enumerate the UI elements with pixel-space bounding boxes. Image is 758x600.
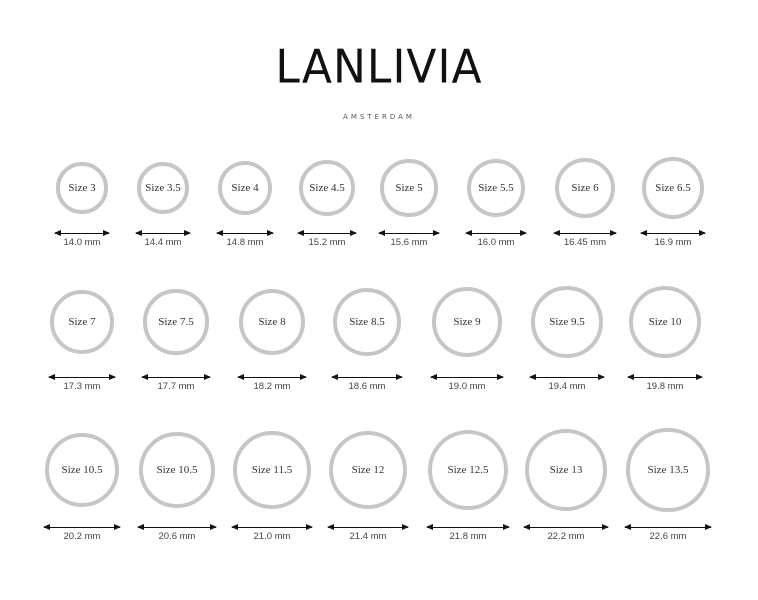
diameter-arrow (464, 230, 528, 236)
diameter-label: 18.2 mm (253, 381, 291, 392)
ring-size-label: Size 4 (231, 181, 259, 194)
diameter-arrow (378, 230, 441, 236)
diameter-arrow (330, 374, 404, 380)
ring-circle: Size 10.5 (139, 432, 215, 508)
ring-circle: Size 12 (328, 430, 408, 510)
diameter-arrow (639, 230, 707, 236)
ring-size-label: Size 9.5 (549, 315, 585, 328)
ring-size-label: Size 3 (68, 181, 96, 194)
ring-circle: Size 5.5 (466, 158, 526, 218)
ring-size-label: Size 12.5 (447, 463, 489, 476)
diameter-label: 19.4 mm (548, 381, 586, 392)
brand-location: AMSTERDAM (343, 113, 415, 121)
ring-size-label: Size 3.5 (145, 181, 181, 194)
diameter-arrow (54, 230, 110, 236)
diameter-arrow (231, 524, 313, 530)
ring-size-label: Size 13 (549, 463, 583, 476)
ring-circle: Size 12.5 (427, 429, 509, 511)
diameter-label: 15.6 mm (390, 237, 428, 248)
diameter-arrow (134, 230, 192, 236)
diameter-label: 20.2 mm (63, 531, 101, 542)
diameter-label: 17.7 mm (157, 381, 195, 392)
ring-size-label: Size 8.5 (349, 315, 385, 328)
diameter-label: 14.4 mm (144, 237, 182, 248)
ring-circle: Size 6.5 (641, 156, 705, 220)
diameter-label: 20.6 mm (158, 531, 196, 542)
ring-circle: Size 7.5 (143, 289, 209, 355)
diameter-label: 18.6 mm (348, 381, 386, 392)
ring-circle: Size 13 (525, 429, 607, 511)
diameter-label: 21.4 mm (349, 531, 387, 542)
ring-size-label: Size 6 (571, 181, 599, 194)
diameter-label: 14.8 mm (226, 237, 264, 248)
diameter-arrow (137, 524, 217, 530)
ring-circle: Size 3.5 (136, 161, 190, 215)
ring-circle: Size 3 (56, 162, 108, 214)
ring-size-label: Size 10.5 (61, 463, 103, 476)
ring-circle: Size 9 (432, 287, 502, 357)
diameter-arrow (425, 524, 511, 530)
ring-circle: Size 4.5 (299, 160, 355, 216)
diameter-label: 22.2 mm (547, 531, 585, 542)
ring-size-label: Size 11.5 (251, 463, 293, 476)
ring-size-label: Size 7 (68, 315, 96, 328)
diameter-label: 22.6 mm (649, 531, 687, 542)
brand-logo: LANLIVIA (275, 40, 483, 95)
diameter-arrow (326, 524, 410, 530)
diameter-arrow (552, 230, 617, 236)
ring-size-label: Size 9 (453, 315, 481, 328)
diameter-arrow (626, 374, 704, 380)
ring-size-label: Size 13.5 (647, 463, 689, 476)
ring-circle: Size 13.5 (626, 428, 710, 512)
diameter-label: 16.0 mm (477, 237, 515, 248)
diameter-arrow (48, 374, 116, 380)
diameter-arrow (215, 230, 275, 236)
ring-size-label: Size 6.5 (655, 181, 691, 194)
ring-circle: Size 4 (217, 160, 273, 216)
ring-circle: Size 6 (554, 157, 616, 219)
ring-size-label: Size 12 (351, 463, 385, 476)
diameter-arrow (523, 524, 609, 530)
ring-size-label: Size 10 (648, 315, 682, 328)
diameter-label: 19.8 mm (646, 381, 684, 392)
ring-size-label: Size 7.5 (158, 315, 194, 328)
ring-size-label: Size 8 (258, 315, 286, 328)
diameter-label: 15.2 mm (308, 237, 346, 248)
ring-circle: Size 10 (628, 285, 702, 359)
ring-circle: Size 9.5 (531, 286, 603, 358)
ring-size-label: Size 5 (395, 181, 423, 194)
ring-size-label: Size 10.5 (156, 463, 198, 476)
diameter-arrow (42, 524, 122, 530)
ring-circle: Size 10.5 (44, 432, 120, 508)
diameter-arrow (529, 374, 606, 380)
diameter-arrow (297, 230, 357, 236)
diameter-arrow (141, 374, 211, 380)
ring-size-label: Size 5.5 (478, 181, 514, 194)
ring-circle: Size 7 (50, 290, 114, 354)
diameter-label: 17.3 mm (63, 381, 101, 392)
diameter-label: 14.0 mm (63, 237, 101, 248)
ring-circle: Size 5 (380, 159, 438, 217)
diameter-label: 19.0 mm (448, 381, 486, 392)
ring-circle: Size 11.5 (233, 431, 311, 509)
ring-size-label: Size 4.5 (309, 181, 345, 194)
diameter-label: 16.9 mm (654, 237, 692, 248)
ring-circle: Size 8 (238, 288, 306, 356)
diameter-label: 21.8 mm (449, 531, 487, 542)
diameter-label: 21.0 mm (253, 531, 291, 542)
diameter-arrow (624, 524, 712, 530)
diameter-label: 16.45 mm (563, 237, 607, 248)
ring-circle: Size 8.5 (332, 287, 402, 357)
diameter-arrow (430, 374, 504, 380)
diameter-arrow (236, 374, 308, 380)
